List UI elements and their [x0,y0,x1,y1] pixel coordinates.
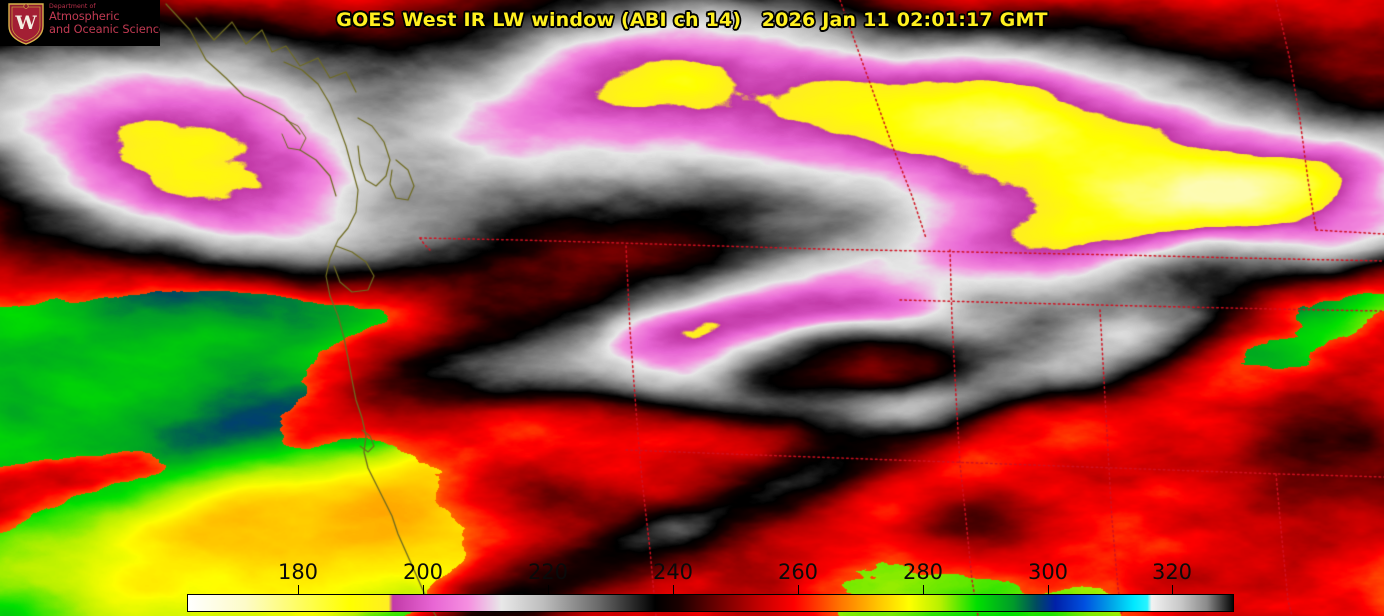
logo-department-line: Department of [49,3,96,10]
svg-text:W: W [14,12,37,34]
temperature-colorbar [187,594,1234,612]
logo-text-block: Department of Atmospheric and Oceanic Sc… [49,3,160,37]
colorbar-gradient [188,595,1233,611]
logo-line-oceanic: and Oceanic Sciences [49,22,160,37]
institution-logo-panel: W Department of Atmospheric and Oceanic … [0,0,160,46]
logo-line-atmospheric: Atmospheric [49,9,120,23]
uw-madison-crest-icon: W [8,3,44,45]
